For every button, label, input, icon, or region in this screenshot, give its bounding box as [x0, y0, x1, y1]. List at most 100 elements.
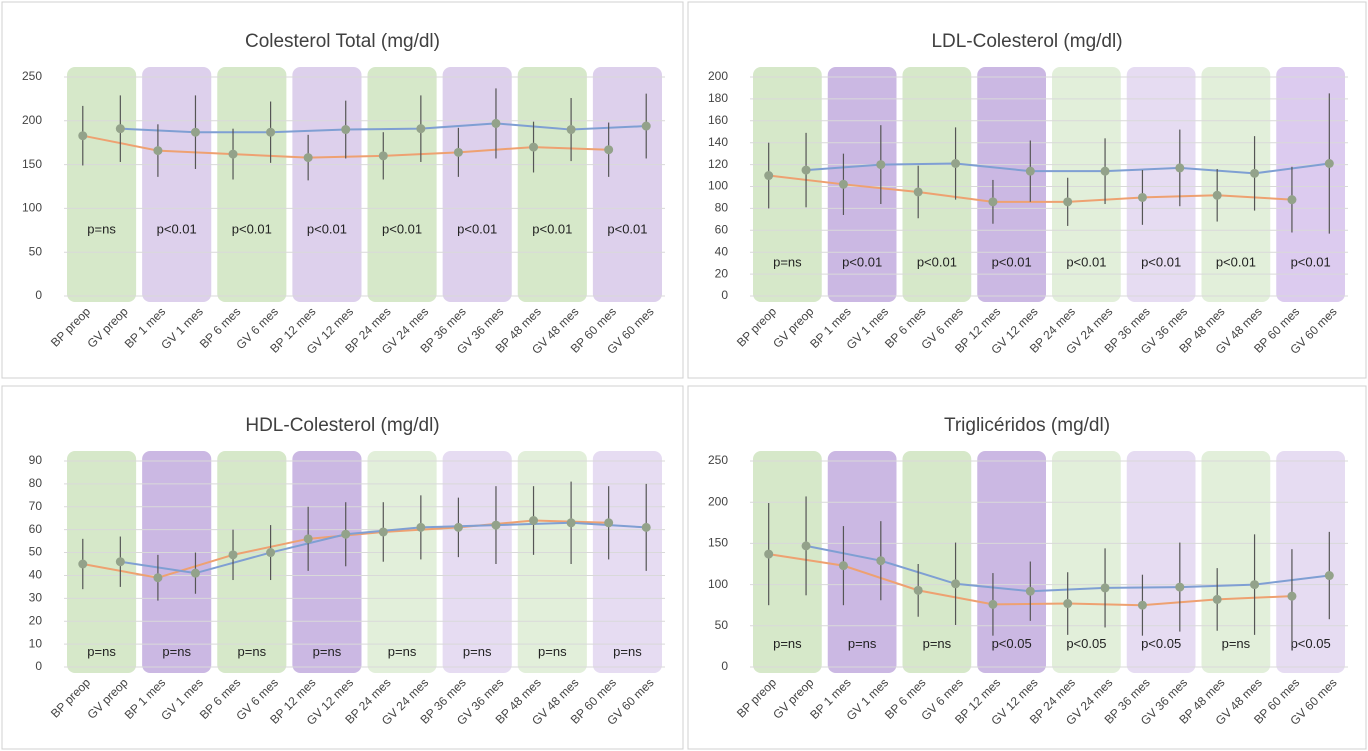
data-point — [641, 522, 651, 532]
y-tick-label: 250 — [708, 453, 728, 467]
data-point — [153, 146, 163, 156]
y-tick-label: 90 — [29, 453, 43, 467]
data-point — [190, 127, 200, 137]
y-tick-label: 140 — [708, 135, 728, 149]
y-tick-label: 10 — [29, 636, 43, 650]
p-value: p<0.01 — [307, 222, 347, 237]
p-value: p=ns — [162, 644, 191, 659]
p-value: p=ns — [773, 255, 802, 270]
y-tick-label: 250 — [22, 69, 42, 83]
y-tick-label: 200 — [22, 113, 42, 127]
p-value: p=ns — [613, 644, 642, 659]
data-point — [913, 187, 923, 197]
data-point — [876, 160, 886, 170]
data-point — [801, 165, 811, 175]
data-point — [838, 179, 848, 189]
y-tick-label: 200 — [708, 494, 728, 508]
data-point — [529, 142, 539, 152]
group-band — [977, 67, 1046, 302]
data-point — [764, 171, 774, 181]
y-tick-label: 0 — [35, 659, 42, 673]
data-point — [1287, 195, 1297, 205]
y-tick-label: 60 — [29, 522, 43, 536]
y-tick-label: 40 — [29, 568, 43, 582]
group-band — [442, 67, 512, 302]
data-point — [416, 522, 426, 532]
p-value: p=ns — [848, 636, 877, 651]
y-tick-label: 80 — [715, 201, 729, 215]
data-point — [566, 518, 576, 528]
data-point — [876, 556, 886, 566]
p-value: p<0.05 — [1066, 636, 1106, 651]
data-point — [153, 573, 163, 583]
data-point — [951, 579, 961, 589]
p-value: p=ns — [773, 636, 802, 651]
p-value: p=ns — [538, 644, 567, 659]
y-tick-label: 50 — [29, 545, 43, 559]
data-point — [1250, 580, 1260, 590]
data-point — [1137, 600, 1147, 610]
data-point — [1025, 586, 1035, 596]
y-tick-label: 100 — [22, 201, 42, 215]
data-point — [416, 124, 426, 134]
group-band — [1276, 451, 1345, 673]
group-band — [827, 67, 897, 302]
p-value: p<0.01 — [917, 255, 957, 270]
group-band — [902, 451, 972, 673]
chart-panel: HDL-Colesterol (mg/dl) 0 10 20 30 40 50 60 70 80 9… — [1, 385, 684, 750]
y-tick-label: 120 — [708, 157, 728, 171]
y-tick-label: 80 — [29, 476, 43, 490]
p-value: p=ns — [923, 636, 952, 651]
data-point — [801, 541, 811, 551]
data-point — [604, 518, 614, 528]
y-tick-label: 160 — [708, 113, 728, 127]
group-band — [1052, 67, 1121, 302]
group-band — [1201, 451, 1271, 673]
chart-title: Colesterol Total (mg/dl) — [245, 31, 440, 52]
p-value: p<0.01 — [157, 222, 197, 237]
data-point — [78, 559, 88, 569]
data-point — [303, 534, 313, 544]
data-point — [378, 527, 388, 537]
data-point — [1063, 599, 1073, 609]
p-value: p=ns — [463, 644, 492, 659]
data-point — [453, 522, 463, 532]
data-point — [341, 529, 351, 539]
y-tick-label: 150 — [22, 157, 42, 171]
p-value: p<0.01 — [992, 255, 1032, 270]
data-point — [491, 520, 501, 530]
p-value: p=ns — [238, 644, 267, 659]
group-band — [592, 67, 662, 302]
data-point — [1212, 594, 1222, 604]
data-point — [764, 549, 774, 559]
chart-panel: Colesterol Total (mg/dl)050100150200250B… — [1, 1, 684, 379]
data-point — [1324, 159, 1334, 169]
y-tick-label: 50 — [715, 618, 729, 632]
group-band — [367, 67, 437, 302]
p-value: p=ns — [388, 644, 417, 659]
data-point — [266, 548, 276, 558]
data-point — [1063, 197, 1073, 207]
data-point — [838, 561, 848, 571]
p-value: p<0.05 — [1291, 636, 1331, 651]
chart-title: HDL-Colesterol (mg/dl) — [245, 415, 439, 436]
y-tick-label: 60 — [715, 222, 729, 236]
p-value: p<0.01 — [232, 222, 272, 237]
data-point — [988, 197, 998, 207]
chart-panel: LDL-Colesterol (mg/dl) 0 20 40 60 80 100 120 140… — [687, 1, 1367, 379]
data-point — [78, 131, 88, 141]
data-point — [1100, 166, 1110, 176]
p-value: p<0.01 — [607, 222, 647, 237]
data-point — [1137, 192, 1147, 202]
data-point — [529, 516, 539, 526]
data-point — [951, 159, 961, 169]
chart-title: Triglicéridos (mg/dl) — [944, 415, 1110, 436]
p-value: p<0.05 — [992, 636, 1032, 651]
data-point — [1175, 582, 1185, 592]
data-point — [641, 121, 651, 131]
y-tick-label: 70 — [29, 499, 43, 513]
y-tick-label: 200 — [708, 69, 728, 83]
data-point — [341, 125, 351, 135]
p-value: p=ns — [87, 644, 116, 659]
